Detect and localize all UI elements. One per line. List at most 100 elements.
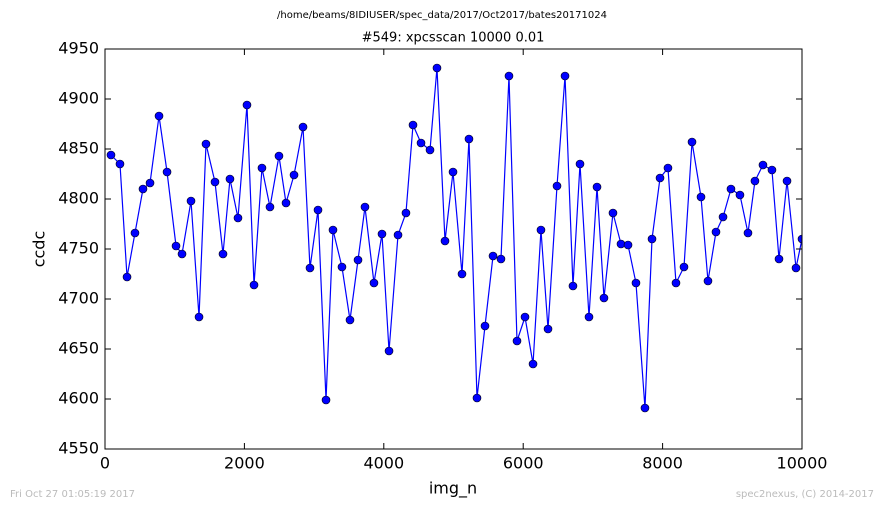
data-point (504, 71, 514, 81)
data-point (210, 177, 220, 187)
y-tick-label: 4750 (58, 239, 99, 258)
data-point (696, 192, 706, 202)
x-tick-label: 0 (100, 454, 110, 473)
data-point (298, 122, 308, 132)
data-point (640, 403, 650, 413)
data-point (384, 346, 394, 356)
data-point (703, 276, 713, 286)
data-point (599, 293, 609, 303)
data-point (345, 315, 355, 325)
plot-area (106, 63, 802, 413)
y-tick-label: 4600 (58, 389, 99, 408)
y-axis-label: ccdc (30, 231, 49, 268)
data-point (647, 234, 657, 244)
data-point (791, 263, 801, 273)
data-point (687, 137, 697, 147)
data-point (130, 228, 140, 238)
data-point (154, 111, 164, 121)
data-point (655, 173, 665, 183)
data-point (750, 176, 760, 186)
data-point (289, 170, 299, 180)
data-point (782, 176, 792, 186)
data-point (408, 120, 418, 130)
data-point (528, 359, 538, 369)
data-point (552, 181, 562, 191)
data-point (488, 251, 498, 261)
data-point (758, 160, 768, 170)
footer-left: Fri Oct 27 01:05:19 2017 (10, 489, 135, 500)
x-tick-label: 8000 (642, 454, 683, 473)
data-point (416, 138, 426, 148)
data-point (432, 63, 442, 73)
data-point (679, 262, 689, 272)
data-point (281, 198, 291, 208)
data-point (337, 262, 347, 272)
data-point (543, 324, 553, 334)
data-point (592, 182, 602, 192)
data-point (115, 159, 125, 169)
data-point (560, 71, 570, 81)
data-point (138, 184, 148, 194)
data-point (401, 208, 411, 218)
data-point (225, 174, 235, 184)
data-point (480, 321, 490, 331)
x-axis-label: img_n (429, 479, 477, 499)
data-point (512, 336, 522, 346)
data-point (575, 159, 585, 169)
suptitle: /home/beams/8IDIUSER/spec_data/2017/Oct2… (277, 10, 607, 21)
data-point (743, 228, 753, 238)
data-point (233, 213, 243, 223)
x-tick-label: 2000 (224, 454, 265, 473)
y-tick-label: 4950 (58, 39, 99, 58)
data-point (448, 167, 458, 177)
data-point (218, 249, 228, 259)
data-point (472, 393, 482, 403)
data-point (177, 249, 187, 259)
data-point (353, 255, 363, 265)
data-point (274, 151, 284, 161)
data-point (726, 184, 736, 194)
data-point (305, 263, 315, 273)
data-point (313, 205, 323, 215)
data-point (774, 254, 784, 264)
data-point (520, 312, 530, 322)
data-point (711, 227, 721, 237)
y-tick-label: 4550 (58, 439, 99, 458)
data-point (440, 236, 450, 246)
data-point (194, 312, 204, 322)
data-point (735, 190, 745, 200)
y-tick-label: 4850 (58, 139, 99, 158)
data-point (321, 395, 331, 405)
data-point (242, 100, 252, 110)
data-point (616, 239, 626, 249)
y-tick-label: 4650 (58, 339, 99, 358)
data-point (369, 278, 379, 288)
data-point (257, 163, 267, 173)
data-point (162, 167, 172, 177)
data-point (457, 269, 467, 279)
y-tick-label: 4900 (58, 89, 99, 108)
data-point (145, 178, 155, 188)
data-point (568, 281, 578, 291)
data-point (265, 202, 275, 212)
y-tick-label: 4700 (58, 289, 99, 308)
data-point (393, 230, 403, 240)
data-point (106, 150, 116, 160)
x-tick-label: 6000 (503, 454, 544, 473)
footer-right: spec2nexus, (C) 2014-2017 (736, 489, 874, 500)
data-point (584, 312, 594, 322)
data-point (464, 134, 474, 144)
series-line (110, 67, 802, 409)
data-point (623, 240, 633, 250)
data-point (631, 278, 641, 288)
data-point (186, 196, 196, 206)
data-point (171, 241, 181, 251)
data-point (718, 212, 728, 222)
data-point (377, 229, 387, 239)
data-point (122, 272, 132, 282)
x-tick-label: 10000 (777, 454, 828, 473)
data-point (608, 208, 618, 218)
data-point (249, 280, 259, 290)
data-point (328, 225, 338, 235)
